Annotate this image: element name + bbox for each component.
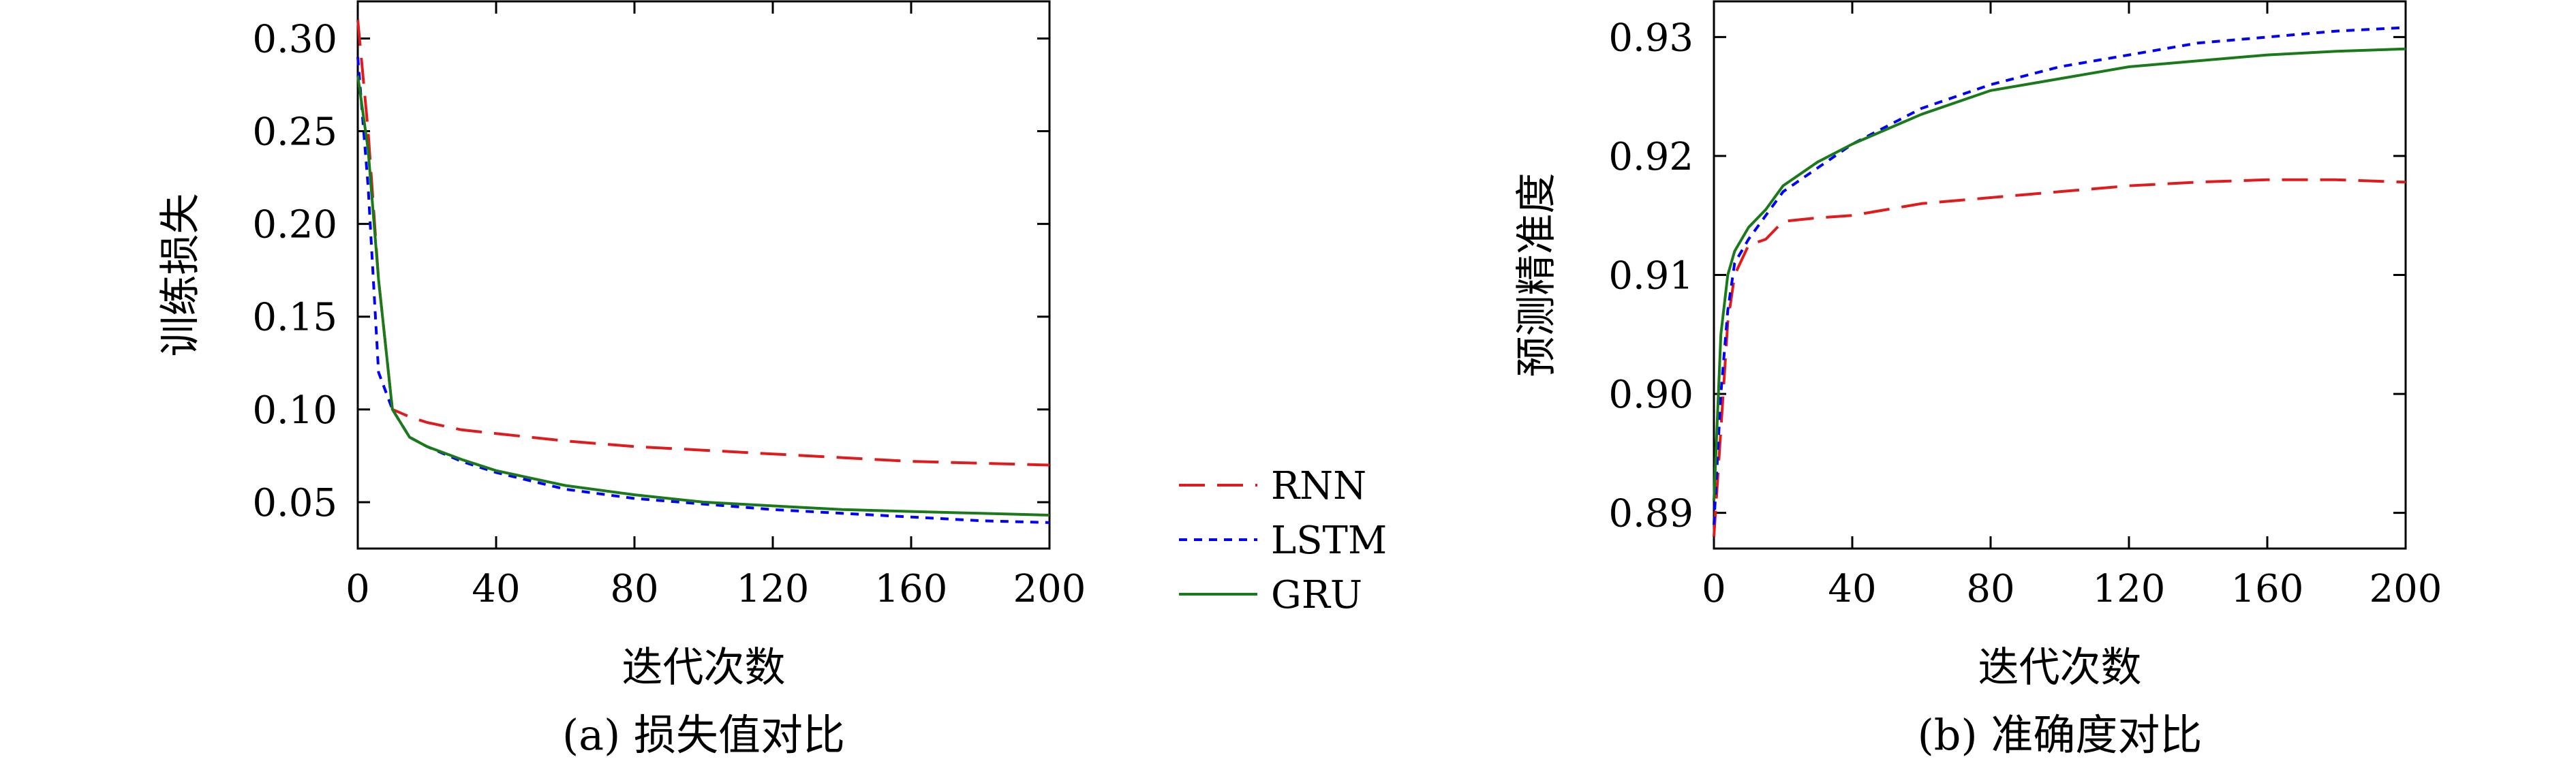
chart-panel-accuracy: 0 40 80 120 160 200 0.89 0.90 0.91 0.92 0.93 迭代次数…	[1513, 0, 2442, 760]
series-line-gru-accuracy	[1713, 47, 2406, 502]
x-tick-label: 200	[2370, 567, 2442, 611]
y-tick-label: 0.91	[1608, 254, 1693, 298]
series-lines-accuracy	[1713, 26, 2406, 537]
y-tick-label: 0.30	[252, 17, 337, 61]
legend-item-rnn: RNN	[1179, 464, 1366, 508]
x-tick-label: 0	[346, 567, 370, 611]
plot-frame-accuracy	[1713, 0, 2407, 550]
x-axis-label-accuracy: 迭代次数	[1978, 644, 2142, 692]
x-tick-label: 80	[610, 567, 658, 611]
y-axis-label-accuracy: 预测精准度	[1513, 173, 1561, 378]
legend-label-gru: GRU	[1271, 573, 1362, 617]
y-axis-ticks-accuracy: 0.89 0.90 0.91 0.92 0.93	[1608, 16, 2406, 536]
y-tick-label: 0.93	[1608, 16, 1693, 60]
x-tick-label: 160	[875, 567, 948, 611]
y-tick-label: 0.20	[252, 203, 337, 247]
x-tick-label: 120	[737, 567, 810, 611]
x-tick-label: 40	[1828, 567, 1876, 611]
x-tick-label: 0	[1702, 567, 1726, 611]
legend-item-lstm: LSTM	[1179, 519, 1387, 563]
y-axis-label-loss: 训练损失	[157, 194, 204, 357]
x-tick-label: 40	[472, 567, 520, 611]
x-axis-ticks-loss: 0 40 80 120 160 200	[346, 1, 1086, 611]
caption-loss: (a) 损失值对比	[562, 710, 845, 760]
caption-accuracy: (b) 准确度对比	[1918, 710, 2203, 760]
y-tick-label: 0.05	[252, 481, 337, 525]
y-tick-label: 0.92	[1608, 135, 1693, 179]
x-tick-label: 160	[2231, 567, 2304, 611]
y-tick-label: 0.89	[1608, 492, 1693, 536]
chart-panel-loss: 0 40 80 120 160 200 0.050.100.150.200.250.30 …	[157, 0, 1086, 760]
y-tick-label: 0.15	[252, 296, 337, 340]
x-axis-ticks-accuracy: 0 40 80 120 160 200	[1702, 1, 2442, 611]
y-axis-ticks-loss: 0.05 0.10 0.15 0.20 0.25 0.30	[252, 17, 1049, 525]
legend-label-lstm: LSTM	[1271, 519, 1387, 563]
legend-label-rnn: RNN	[1271, 464, 1366, 508]
y-tick-label: 0.90	[1608, 373, 1693, 417]
series-line-lstm-loss	[356, 57, 1050, 524]
plot-frame-loss	[356, 0, 1051, 550]
y-tick-label: 0.25	[252, 110, 337, 155]
series-line-rnn-accuracy	[1713, 178, 2406, 537]
legend-item-gru: GRU	[1179, 573, 1362, 617]
series-line-gru-loss	[356, 75, 1050, 517]
series-line-lstm-accuracy	[1713, 26, 2406, 525]
legend: RNN LSTM GRU	[1179, 464, 1387, 617]
series-line-rnn-loss	[356, 20, 1050, 467]
x-tick-label: 120	[2093, 567, 2166, 611]
series-lines-loss	[356, 20, 1050, 524]
x-axis-label-loss: 迭代次数	[622, 644, 786, 692]
x-tick-label: 80	[1966, 567, 2014, 611]
x-tick-label: 200	[1013, 567, 1086, 611]
y-tick-label: 0.10	[252, 388, 337, 433]
